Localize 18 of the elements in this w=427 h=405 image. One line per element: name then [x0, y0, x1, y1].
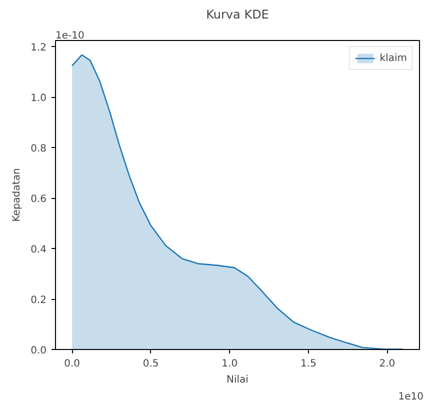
x-tick-label: 0.5 — [142, 358, 159, 370]
y-tick-label: 0.8 — [30, 144, 47, 155]
chart-title: Kurva KDE — [206, 8, 269, 22]
x-tick-label: 1.0 — [222, 358, 238, 370]
y-axis-title: Kepadatan — [12, 168, 23, 222]
annotation: 1e-10 — [56, 30, 84, 42]
x-tick-label: 0.0 — [64, 358, 80, 370]
legend-label: klaim — [380, 52, 407, 64]
x-tick-label: 2.0 — [379, 358, 396, 370]
y-tick-label: 1.2 — [30, 42, 47, 54]
x-tick-label: 1.5 — [300, 358, 316, 370]
x-axis-title: Nilai — [226, 374, 248, 386]
y-tick-label: 0.2 — [30, 295, 47, 306]
y-tick-label: 0.0 — [30, 346, 47, 356]
y-tick-label: 1.0 — [30, 93, 47, 104]
text: 1e10 — [398, 392, 424, 402]
y-tick-label: 0.4 — [30, 244, 47, 256]
y-tick-label: 0.6 — [30, 194, 47, 206]
